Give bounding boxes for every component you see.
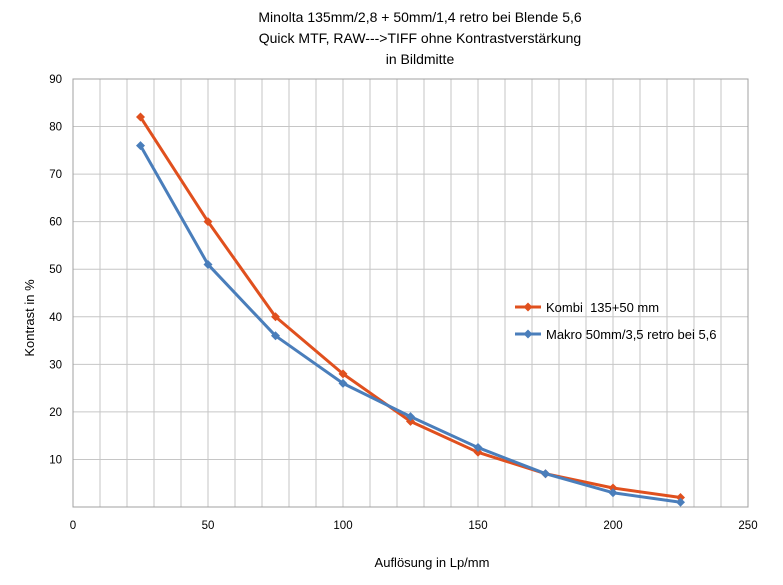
y-tick-label: 40 (49, 312, 62, 324)
x-tick-label: 100 (333, 520, 352, 532)
axes: 0 50 100 150 200 250 10 20 30 40 50 60 70 80 90 (49, 74, 757, 532)
series-2 (136, 141, 685, 507)
y-tick-label: 50 (49, 264, 62, 276)
x-tick-label: 250 (738, 520, 757, 532)
y-tick-label: 90 (49, 74, 62, 86)
plot-area-border (72, 78, 749, 508)
data-point (608, 483, 618, 493)
y-tick-label: 70 (49, 169, 62, 181)
x-tick-label: 150 (468, 520, 487, 532)
data-point (203, 217, 213, 227)
data-point (136, 141, 145, 151)
chart-title-line-2: Quick MTF, RAW--->TIFF ohne Kontrastvers… (259, 30, 581, 46)
legend-marker (523, 329, 533, 339)
chart-title-line-1: Minolta 135mm/2,8 + 50mm/1,4 retro bei B… (258, 9, 582, 25)
chart-title-line-3: in Bildmitte (386, 51, 455, 67)
data-point (338, 378, 348, 388)
data-point (271, 312, 280, 322)
series (136, 112, 685, 507)
y-tick-label: 10 (49, 454, 62, 466)
data-point (608, 488, 618, 498)
grid (73, 78, 748, 507)
legend-label: Kombi 135+50 mm (546, 300, 659, 315)
data-point (676, 497, 685, 507)
x-tick-label: 0 (70, 520, 76, 532)
y-axis-title: Kontrast in % (22, 279, 37, 357)
data-point (541, 469, 550, 479)
legend-item: Kombi 135+50 mm (515, 300, 659, 315)
data-point (473, 443, 483, 453)
legend-label: Makro 50mm/3,5 retro bei 5,6 (546, 327, 717, 342)
data-point (338, 369, 348, 379)
data-point (203, 259, 213, 269)
legend: Kombi 135+50 mm Makro 50mm/3,5 retro bei … (515, 300, 717, 342)
x-axis-title: Auflösung in Lp/mm (375, 555, 490, 570)
x-tick-label: 200 (603, 520, 622, 532)
y-tick-label: 60 (49, 217, 62, 229)
data-point (136, 112, 145, 122)
legend-item: Makro 50mm/3,5 retro bei 5,6 (515, 327, 717, 342)
y-tick-label: 80 (49, 122, 62, 134)
y-tick-label: 30 (49, 359, 62, 371)
data-point (271, 331, 280, 341)
data-point (676, 492, 685, 502)
data-point (406, 412, 415, 422)
x-tick-label: 50 (202, 520, 215, 532)
y-tick-label: 20 (49, 407, 62, 419)
series-line (139, 144, 682, 504)
data-point (473, 447, 483, 457)
legend-marker (523, 302, 533, 312)
